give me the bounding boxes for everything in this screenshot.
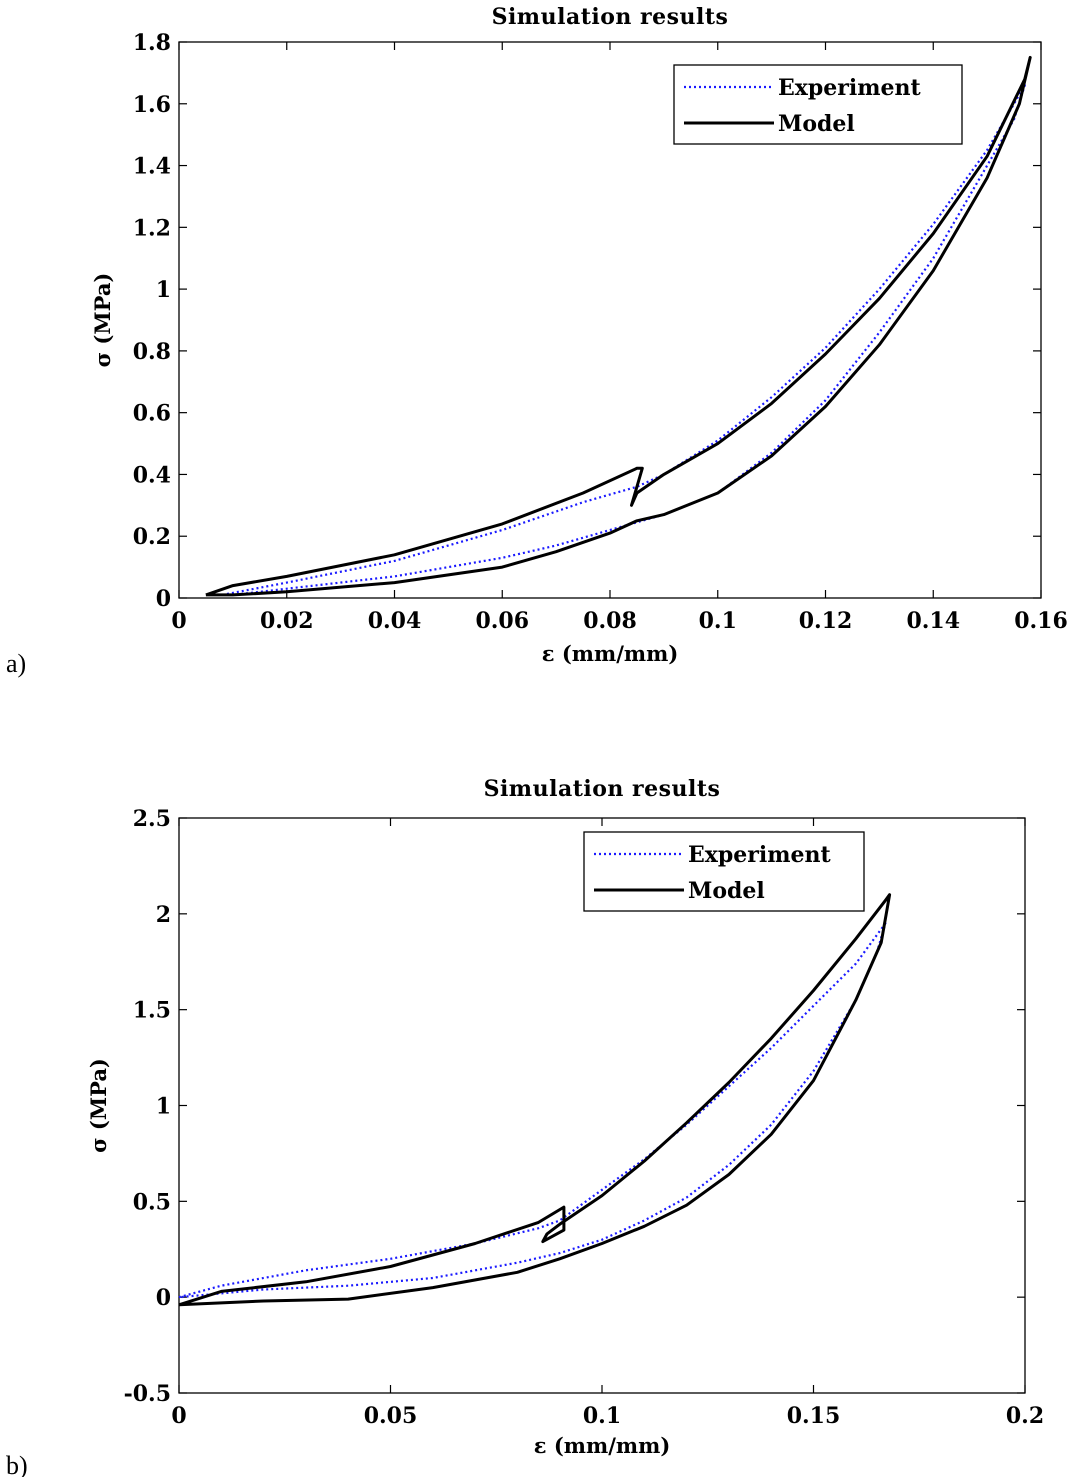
chart-title: Simulation results: [492, 4, 729, 30]
x-tick-label: 0.02: [260, 608, 314, 634]
legend-label-model: Model: [688, 878, 765, 904]
y-tick-label: 0.5: [133, 1189, 171, 1215]
y-tick-label: 0: [156, 586, 171, 612]
chart-panel-a: Simulation results 0 0.02 0.04 0.06 0.08 0.1 0.…: [0, 0, 1075, 700]
y-tick-label: 1.4: [133, 154, 171, 180]
chart-panel-b: Simulation results 0 0.05 0.1 0.15 0.2 -0.5 0 0.…: [0, 760, 1075, 1477]
y-tick-label: 1: [156, 1094, 171, 1120]
y-tick-label: 0.2: [133, 524, 171, 550]
panel-label: a): [6, 649, 26, 678]
x-tick-label: 0.06: [475, 608, 529, 634]
x-tick-label: 0.16: [1014, 608, 1068, 634]
y-tick-label: -0.5: [124, 1381, 171, 1407]
y-axis-label: σ (MPa): [86, 1058, 111, 1153]
x-tick-label: 0.2: [1006, 1403, 1044, 1429]
series-model-line: [205, 55, 1032, 597]
y-tick-label: 1.2: [133, 215, 171, 241]
y-axis-label: σ (MPa): [90, 273, 115, 368]
legend-label-experiment: Experiment: [688, 842, 831, 868]
x-tick-label: 0.08: [583, 608, 637, 634]
x-tick-label: 0.12: [799, 608, 853, 634]
series-experiment-line: [178, 922, 887, 1299]
series-model-line: [178, 893, 892, 1307]
series-experiment-line: [221, 84, 1026, 597]
x-tick-label: 0.04: [368, 608, 422, 634]
y-tick-label: 2: [156, 902, 171, 928]
y-tick-label: 2.5: [133, 806, 171, 832]
chart-title: Simulation results: [484, 776, 721, 802]
y-tick-label: 1.8: [133, 30, 171, 56]
y-tick-label: 1.6: [133, 92, 171, 118]
x-tick-label: 0.15: [787, 1403, 841, 1429]
x-tick-label: 0.14: [906, 608, 960, 634]
panel-label: b): [6, 1451, 28, 1477]
y-tick-label: 1: [156, 277, 171, 303]
legend-label-model: Model: [778, 111, 855, 137]
x-axis-label: ε (mm/mm): [534, 1433, 671, 1458]
y-tick-label: 0.6: [133, 401, 171, 427]
x-tick-label: 0.05: [364, 1403, 418, 1429]
y-tick-label: 0.4: [133, 462, 171, 488]
y-tick-label: 0: [156, 1285, 171, 1311]
x-tick-label: 0: [171, 1403, 186, 1429]
chart-a-svg: Simulation results 0 0.02 0.04 0.06 0.08 0.1 0.…: [6, 4, 1068, 678]
legend-label-experiment: Experiment: [778, 75, 921, 101]
y-tick-label: 0.8: [133, 339, 171, 365]
legend-box: [673, 64, 963, 145]
x-tick-label: 0.1: [583, 1403, 621, 1429]
x-axis-label: ε (mm/mm): [542, 641, 679, 666]
y-tick-label: 1.5: [133, 998, 171, 1024]
x-tick-label: 0.1: [699, 608, 737, 634]
legend-box: [583, 831, 865, 912]
x-tick-label: 0: [171, 608, 186, 634]
